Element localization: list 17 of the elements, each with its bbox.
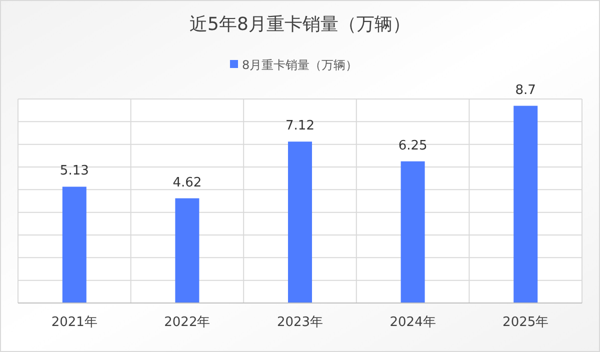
bar: [288, 142, 312, 303]
data-label: 8.7: [515, 82, 536, 98]
bar: [514, 106, 538, 303]
data-label: 7.12: [286, 118, 314, 134]
legend-label: 8月重卡销量（万辆）: [242, 58, 358, 72]
bar: [62, 186, 86, 303]
bar: [175, 198, 200, 303]
chart-title: 近5年8月重卡销量（万辆）: [190, 14, 410, 35]
data-label: 4.62: [172, 175, 202, 190]
x-tick-label: 2024年: [390, 315, 436, 330]
x-tick-label: 2021年: [51, 315, 98, 330]
x-tick-label: 2025年: [502, 315, 549, 330]
data-label: 5.13: [60, 164, 89, 179]
bar: [400, 161, 425, 303]
x-tick-label: 2022年: [164, 315, 210, 330]
x-tick-label: 2023年: [276, 315, 324, 330]
data-label: 6.25: [398, 138, 428, 154]
